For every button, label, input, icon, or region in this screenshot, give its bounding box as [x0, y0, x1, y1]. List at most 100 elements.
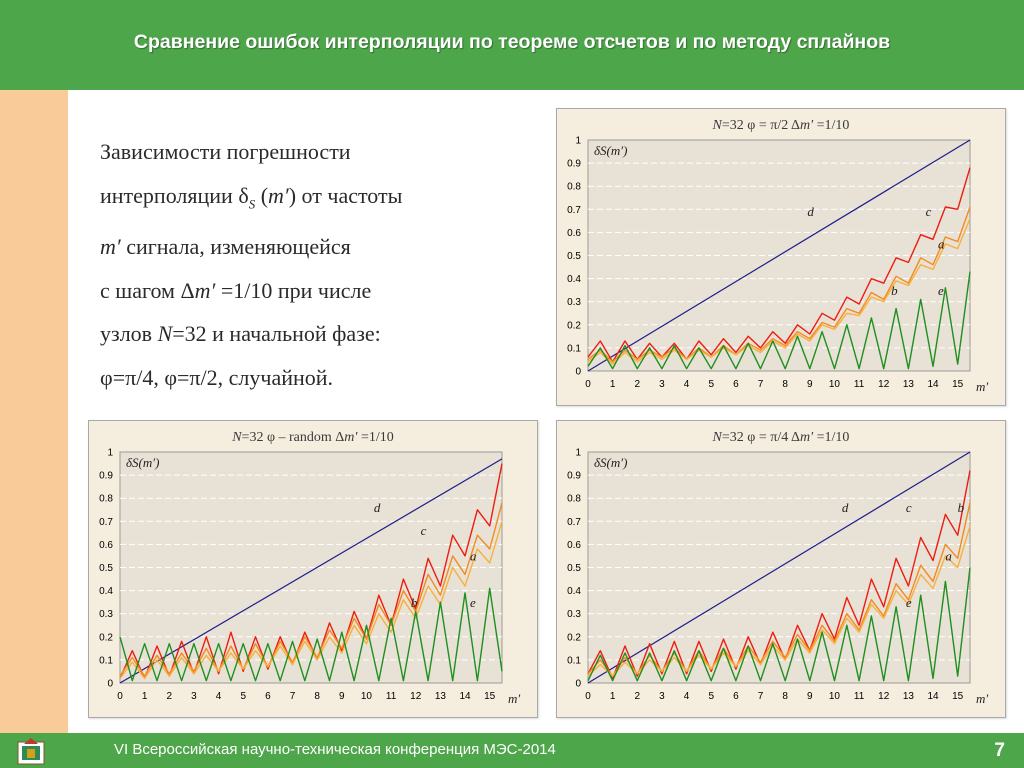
description-text: Зависимости погрешности интерполяции δS …	[100, 130, 540, 399]
curve-label-d: d	[374, 500, 381, 515]
x-tick-label: 5	[708, 379, 714, 390]
y-tick-label: 0.9	[567, 471, 581, 482]
desc-line-2: интерполяции δS (m′) от частоты	[100, 174, 540, 226]
x-tick-label: 6	[265, 691, 271, 702]
delta-symbol: δ	[238, 182, 249, 208]
chart-title: N=32 φ = π/2 Δm′ =1/10	[712, 118, 850, 133]
y-tick-label: 0.6	[99, 540, 113, 551]
y-tick-label: 0	[575, 679, 581, 690]
curve-label-a: a	[945, 549, 952, 564]
series-line-c	[587, 167, 971, 363]
x-tick-label: 11	[854, 691, 865, 702]
x-tick-label: 4	[684, 691, 690, 702]
desc-line-3: m′ сигнала, изменяющейся	[100, 225, 540, 269]
x-axis-label: m′	[976, 379, 988, 394]
x-tick-label: 12	[878, 691, 890, 702]
y-tick-label: 0.2	[99, 632, 113, 643]
x-tick-label: 14	[927, 691, 939, 702]
desc-text: φ=π/4, φ=π/2, случайной.	[100, 364, 334, 390]
curve-label-b: b	[958, 500, 965, 515]
desc-text: =1/10 при числе	[215, 277, 372, 303]
m-prime-symbol: m′	[100, 234, 121, 260]
y-axis-label: δS(m′)	[594, 455, 627, 470]
chart-phi-pi-2: N=32 φ = π/2 Δm′ =1/10 0 0.1 0.2 0.3 0.4 0.5 0.…	[556, 108, 1006, 406]
curve-label-a: a	[938, 237, 945, 252]
chart-phi-pi-4: N=32 φ = π/4 Δm′ =1/10 0 0.1 0.2 0.3 0.4 0.5 0.…	[556, 420, 1006, 718]
curve-label-c: c	[926, 204, 932, 219]
desc-text: Зависимости погрешности	[100, 139, 351, 164]
x-tick-label: 13	[435, 691, 447, 702]
x-tick-label: 7	[758, 379, 764, 390]
x-tick-label: 12	[410, 691, 422, 702]
y-tick-label: 0.1	[99, 655, 113, 666]
y-tick-label: 0.9	[567, 159, 581, 170]
chart-title-part: =32 φ – random Δ	[242, 430, 345, 445]
x-tick-label: 10	[829, 379, 841, 390]
chart-svg: N=32 φ – random Δm′ =1/1000.10.20.30.40.…	[99, 430, 520, 706]
x-tick-label: 4	[216, 691, 222, 702]
series-line-d	[587, 139, 971, 372]
x-tick-label: 6	[733, 379, 739, 390]
y-tick-label: 0.1	[567, 655, 581, 666]
desc-text: =32 и начальной фазе:	[172, 321, 381, 347]
x-tick-label: 5	[708, 691, 714, 702]
curve-label-d: d	[842, 500, 849, 515]
page-number: 7	[994, 740, 1005, 761]
y-tick-label: 0.3	[567, 609, 581, 620]
x-tick-label: 14	[927, 379, 939, 390]
header-bar: Сравнение ошибок интерполяции по теореме…	[0, 0, 1024, 90]
footer-text: VI Всероссийская научно-техническая конф…	[114, 741, 556, 758]
y-tick-label: 0.8	[567, 182, 581, 193]
y-tick-label: 0	[107, 679, 113, 690]
y-tick-label: 0.7	[567, 205, 581, 216]
chart-title-part: =1/10	[813, 118, 849, 133]
x-tick-label: 8	[314, 691, 320, 702]
y-tick-label: 0.5	[567, 563, 581, 574]
delta-symbol: Δ	[180, 277, 195, 303]
x-axis-label: m′	[508, 691, 520, 706]
chart-title-part: =1/10	[357, 430, 393, 445]
desc-text: интерполяции	[100, 182, 239, 208]
x-tick-label: 15	[952, 379, 964, 390]
desc-line-5: узлов N=32 и начальной фазе:	[100, 312, 540, 356]
x-tick-label: 3	[659, 691, 665, 702]
y-tick-label: 0.3	[99, 609, 113, 620]
x-tick-label: 9	[807, 379, 813, 390]
desc-line-6: φ=π/4, φ=π/2, случайной.	[100, 356, 540, 400]
y-axis-label: δS(m′)	[126, 455, 159, 470]
series-line-e	[587, 567, 971, 682]
x-tick-label: 0	[585, 691, 591, 702]
m-prime-symbol: m′	[194, 277, 216, 303]
curve-label-b: b	[411, 595, 418, 610]
x-tick-label: 2	[635, 691, 641, 702]
slide-title: Сравнение ошибок интерполяции по теореме…	[133, 31, 891, 53]
x-axis-label: m′	[976, 691, 988, 706]
chart-title-part: m′	[344, 430, 358, 445]
y-tick-label: 0.2	[567, 632, 581, 643]
x-tick-label: 12	[878, 379, 890, 390]
desc-text: (	[255, 182, 269, 208]
x-tick-label: 11	[854, 379, 865, 390]
desc-text: с шагом	[100, 277, 181, 303]
series-line-c	[587, 470, 971, 680]
y-tick-label: 1	[575, 136, 581, 147]
series-line-d	[587, 451, 971, 684]
chart-title-part: =32 φ = π/2 Δ	[722, 118, 800, 133]
y-tick-label: 1	[107, 448, 113, 459]
curve-label-d: d	[807, 204, 814, 219]
conference-logo-icon	[17, 738, 45, 765]
chart-title-part: =32 φ = π/4 Δ	[722, 430, 800, 445]
y-axis-label: δS(m′)	[594, 143, 627, 158]
y-tick-label: 0.5	[567, 251, 581, 262]
delta-subscript: S	[248, 195, 256, 211]
chart-svg: N=32 φ = π/2 Δm′ =1/1000.10.20.30.40.50.…	[567, 118, 988, 394]
desc-text: узлов	[100, 321, 158, 347]
chart-title-part: N	[712, 118, 723, 133]
chart-title-part: m′	[800, 118, 814, 133]
left-accent-bar	[0, 90, 68, 736]
desc-text: ) от частоты	[288, 182, 403, 208]
curve-label-c: c	[906, 500, 912, 515]
m-prime-symbol: m′	[268, 182, 289, 208]
y-tick-label: 0.3	[567, 297, 581, 308]
x-tick-label: 0	[585, 379, 591, 390]
